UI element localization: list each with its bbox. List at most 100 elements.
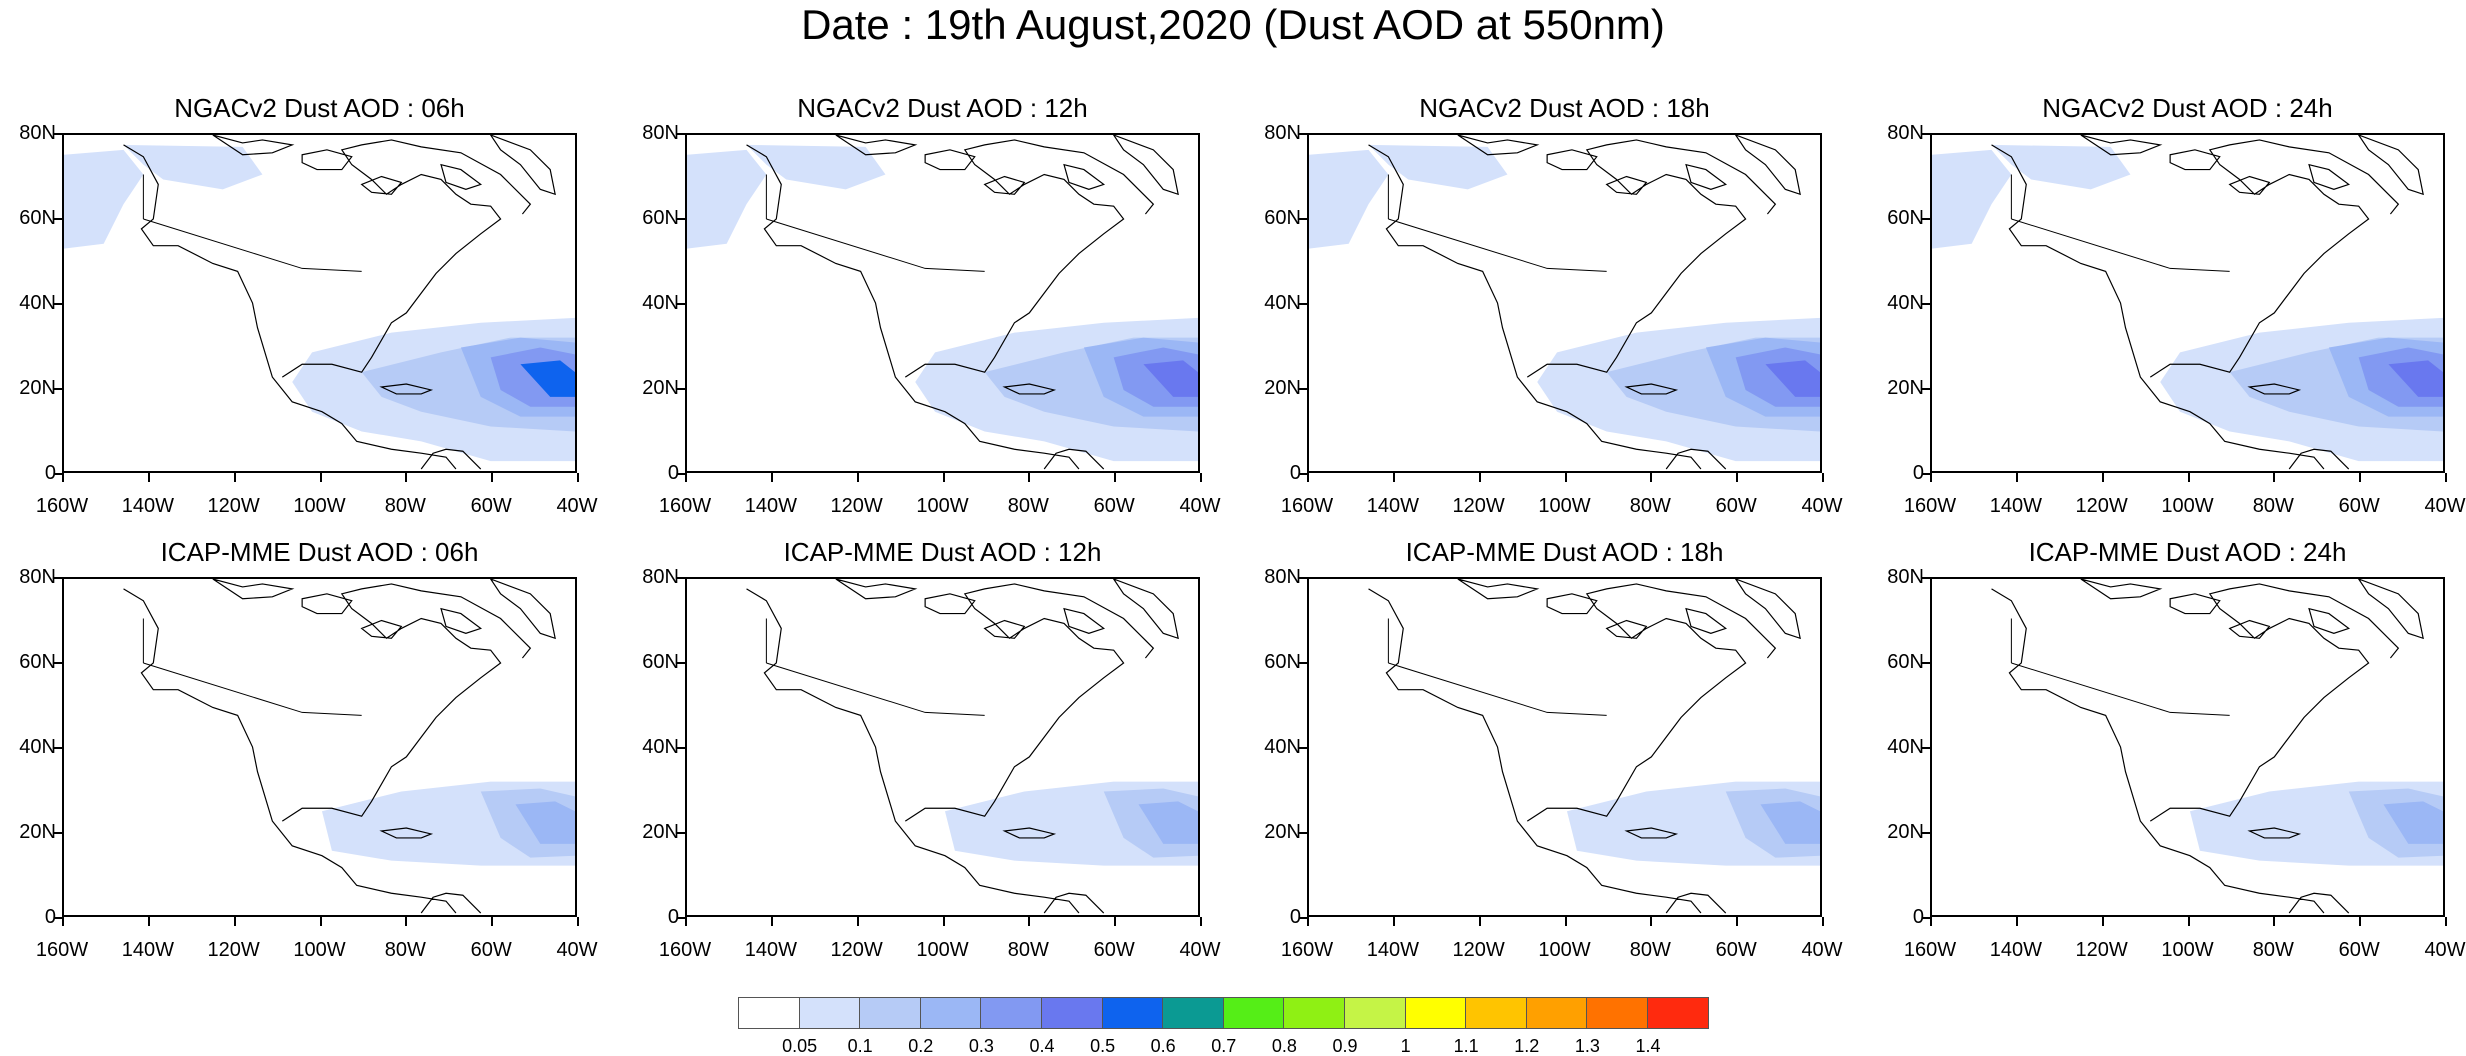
lat-tick-label: 20N xyxy=(19,377,56,399)
lat-tick-label: 80N xyxy=(19,566,56,588)
lon-tick-label: 160W xyxy=(658,939,712,961)
colorbar-swatch xyxy=(859,997,921,1029)
lat-tick xyxy=(1922,662,1930,664)
lon-tick-label: 160W xyxy=(1903,495,1957,517)
lon-tick xyxy=(1114,473,1117,482)
lat-tick-label: 40N xyxy=(642,736,679,758)
panel-title: ICAP-MME Dust AOD : 06h xyxy=(160,537,479,567)
lon-tick xyxy=(1114,917,1117,926)
lon-tick xyxy=(1028,917,1031,926)
lon-tick-label: 80W xyxy=(2252,495,2294,517)
lon-tick-label: 100W xyxy=(916,939,969,961)
lon-tick-label: 60W xyxy=(470,939,512,961)
lon-tick xyxy=(491,473,494,482)
aod-contour xyxy=(2383,801,2443,844)
lon-tick-label: 120W xyxy=(207,939,260,961)
country-border xyxy=(2010,174,2230,272)
lat-tick-label: 20N xyxy=(19,821,56,843)
map-panel xyxy=(1307,133,1822,473)
lon-tick-label: 60W xyxy=(470,495,512,517)
lat-tick xyxy=(1299,473,1307,475)
lon-tick xyxy=(685,473,687,482)
lat-tick-label: 80N xyxy=(1264,122,1301,144)
aod-contour xyxy=(520,360,575,397)
lon-tick-label: 160W xyxy=(1280,495,1334,517)
lon-tick xyxy=(1564,473,1567,482)
lat-tick xyxy=(54,577,62,579)
colorbar-label: 0.3 xyxy=(968,1036,994,1056)
lon-tick-label: 160W xyxy=(1280,939,1334,961)
coastline xyxy=(123,579,556,914)
lon-tick-label: 120W xyxy=(207,495,260,517)
lon-tick xyxy=(942,917,945,926)
lon-tick xyxy=(2101,917,2104,926)
coastline xyxy=(1991,579,2424,914)
lon-tick-label: 40W xyxy=(556,495,598,517)
lat-tick xyxy=(54,747,62,749)
lon-tick-label: 80W xyxy=(1629,939,1671,961)
aod-contour xyxy=(1991,144,2131,190)
lat-tick-label: 40N xyxy=(1264,292,1301,314)
lon-tick xyxy=(1930,917,1932,926)
lat-tick-label: 60N xyxy=(1887,207,1924,229)
aod-contour xyxy=(1760,801,1820,844)
aod-contour xyxy=(1309,149,1389,249)
lat-tick xyxy=(1922,832,1930,834)
lon-tick xyxy=(2187,473,2190,482)
lon-tick xyxy=(1650,917,1653,926)
lon-tick-label: 140W xyxy=(744,939,797,961)
lon-tick xyxy=(147,917,150,926)
lon-tick-label: 40W xyxy=(1179,939,1221,961)
lat-tick-label: 40N xyxy=(1887,292,1924,314)
lon-tick xyxy=(856,473,859,482)
lat-tick xyxy=(1922,133,1930,135)
lat-tick xyxy=(1922,388,1930,390)
colorbar-label: 1 xyxy=(1400,1036,1411,1056)
lon-tick xyxy=(62,473,64,482)
panel-title: NGACv2 Dust AOD : 24h xyxy=(2042,93,2333,123)
lon-tick xyxy=(1392,473,1395,482)
lat-tick-label: 40N xyxy=(19,736,56,758)
lon-tick xyxy=(1822,917,1824,926)
lon-tick xyxy=(2273,473,2276,482)
panel-title: NGACv2 Dust AOD : 18h xyxy=(1419,93,1710,123)
lat-tick-label: 0 xyxy=(667,906,679,928)
lat-tick xyxy=(1922,303,1930,305)
colorbar-swatch xyxy=(798,997,861,1029)
map-svg xyxy=(1932,135,2443,470)
lon-tick xyxy=(1736,917,1739,926)
lon-tick xyxy=(1307,917,1309,926)
colorbar-label: 1.3 xyxy=(1574,1036,1600,1056)
lat-tick-label: 60N xyxy=(642,651,679,673)
lon-tick xyxy=(491,917,494,926)
coastline xyxy=(123,135,556,470)
lat-tick-label: 80N xyxy=(1264,566,1301,588)
map-svg xyxy=(746,579,1198,914)
lat-tick-label: 0 xyxy=(1912,906,1924,928)
colorbar-swatch xyxy=(1101,997,1164,1029)
lon-tick xyxy=(1930,473,1932,482)
lat-tick xyxy=(54,133,62,135)
figure-title: Date : 19th August,2020 (Dust AOD at 550… xyxy=(801,1,1665,48)
lon-tick xyxy=(1564,917,1567,926)
colorbar-label: 0.7 xyxy=(1211,1036,1237,1056)
aod-contour xyxy=(1138,801,1198,844)
lon-tick xyxy=(1822,473,1824,482)
lat-tick xyxy=(54,473,62,475)
lon-tick xyxy=(62,917,64,926)
lat-tick xyxy=(677,917,685,919)
colorbar-label: 0.8 xyxy=(1271,1036,1297,1056)
lon-tick xyxy=(319,917,322,926)
lat-tick-label: 60N xyxy=(642,207,679,229)
panel-title: ICAP-MME Dust AOD : 12h xyxy=(783,537,1102,567)
lat-tick-label: 0 xyxy=(44,462,56,484)
lat-tick xyxy=(54,917,62,919)
colorbar-swatch xyxy=(1040,997,1103,1029)
lon-tick-label: 80W xyxy=(2252,939,2294,961)
lon-tick-label: 140W xyxy=(1989,939,2042,961)
lat-tick-label: 40N xyxy=(19,292,56,314)
coastline xyxy=(1991,135,2424,470)
country-border xyxy=(1387,618,1607,716)
aod-contour xyxy=(515,801,575,844)
lat-tick xyxy=(677,473,685,475)
